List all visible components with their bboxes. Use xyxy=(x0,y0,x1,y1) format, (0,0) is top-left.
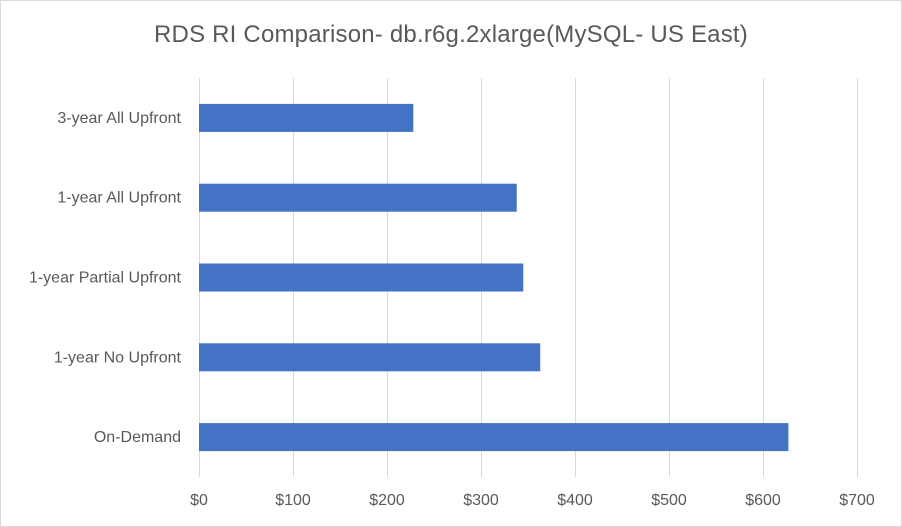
x-tick-label-0: $0 xyxy=(190,492,208,509)
x-tick-labels: $0 $100 $200 $300 $400 $500 $600 $700 xyxy=(190,492,875,509)
x-tick-label-7: $700 xyxy=(839,492,875,509)
bar-2 xyxy=(199,263,524,292)
category-labels: 3-year All Upfront 1-year All Upfront 1-ye… xyxy=(29,110,182,446)
category-label-4: On-Demand xyxy=(94,429,181,446)
bar-4 xyxy=(199,423,789,452)
category-label-0: 3-year All Upfront xyxy=(57,110,181,127)
x-tick-label-2: $200 xyxy=(369,492,405,509)
x-tick-label-5: $500 xyxy=(651,492,687,509)
bars xyxy=(199,103,789,452)
x-tick-label-6: $600 xyxy=(745,492,781,509)
category-label-1: 1-year All Upfront xyxy=(57,190,181,207)
bar-0 xyxy=(199,103,414,132)
category-label-2: 1-year Partial Upfront xyxy=(29,270,182,287)
x-tick-label-4: $400 xyxy=(557,492,593,509)
category-label-3: 1-year No Upfront xyxy=(54,349,182,366)
chart-title: RDS RI Comparison- db.r6g.2xlarge(MySQL-… xyxy=(154,21,748,48)
x-tick-label-3: $300 xyxy=(463,492,499,509)
x-tick-label-1: $100 xyxy=(275,492,311,509)
bar-1 xyxy=(199,183,517,212)
bar-3 xyxy=(199,343,541,372)
